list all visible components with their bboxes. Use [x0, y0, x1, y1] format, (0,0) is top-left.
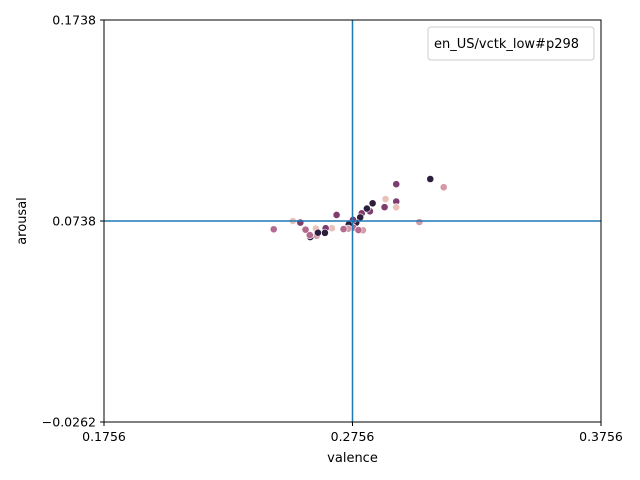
data-point	[439, 183, 448, 192]
data-point	[339, 225, 348, 233]
legend-title: en_US/vctk_low#p298	[434, 37, 579, 52]
plot-area	[269, 175, 448, 241]
x-tick-label: 0.2756	[331, 429, 375, 444]
x-tick-label: 0.1756	[82, 429, 126, 444]
data-point	[392, 180, 401, 189]
y-axis-title: arousal	[15, 197, 30, 245]
data-point	[392, 203, 401, 212]
data-point	[301, 225, 310, 234]
data-point	[363, 204, 371, 213]
data-point	[368, 199, 377, 208]
data-point	[305, 231, 314, 239]
x-axis-title: valence	[327, 451, 378, 466]
data-point	[332, 211, 341, 219]
data-point	[354, 226, 363, 234]
data-point	[426, 175, 435, 183]
data-point	[380, 203, 389, 212]
y-tick-label: 0.0738	[52, 214, 96, 229]
data-point	[321, 228, 329, 237]
data-point	[269, 225, 278, 234]
legend-box	[427, 26, 595, 61]
x-tick-label: 0.3756	[579, 429, 623, 444]
axes: 0.1756 0.2756 0.3756 −0.0262 0.0738 0.1738	[42, 13, 623, 445]
data-point	[415, 218, 424, 226]
data-point	[296, 218, 305, 227]
y-tick-label: −0.0262	[42, 415, 96, 430]
data-point	[314, 228, 322, 237]
y-tick-label: 0.1738	[52, 13, 96, 28]
legend: en_US/vctk_low#p298	[427, 26, 595, 61]
data-point	[381, 195, 390, 203]
